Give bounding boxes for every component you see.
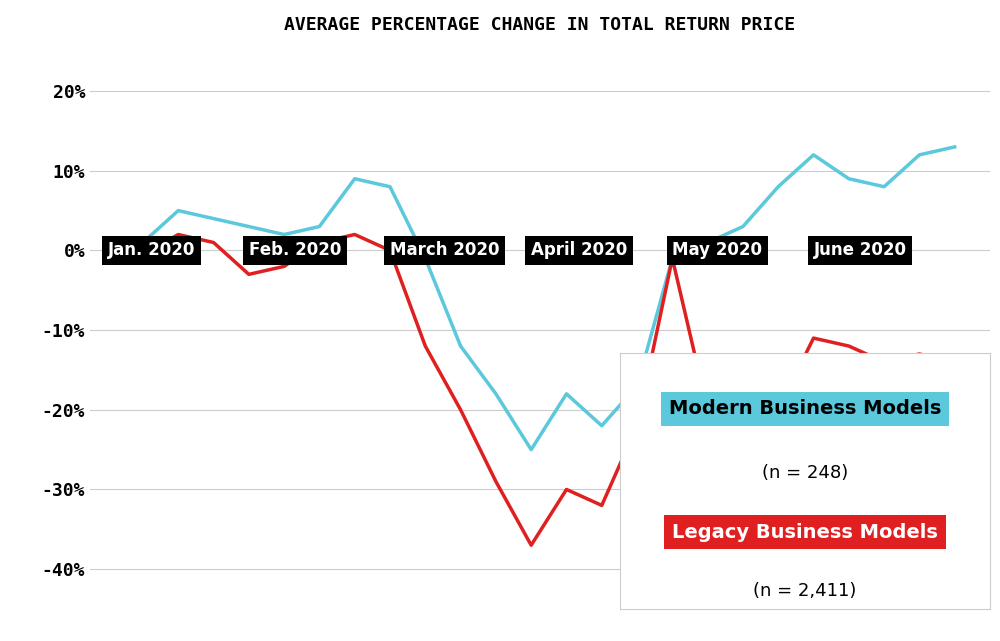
- Text: Modern Business Models: Modern Business Models: [669, 399, 941, 419]
- Text: Feb. 2020: Feb. 2020: [249, 242, 341, 260]
- Text: (n = 2,411): (n = 2,411): [753, 582, 857, 600]
- Text: June 2020: June 2020: [814, 242, 907, 260]
- Text: May 2020: May 2020: [672, 242, 762, 260]
- Text: Legacy Business Models: Legacy Business Models: [672, 522, 938, 542]
- Text: Jan. 2020: Jan. 2020: [108, 242, 195, 260]
- Text: April 2020: April 2020: [531, 242, 627, 260]
- Text: March 2020: March 2020: [390, 242, 500, 260]
- Title: AVERAGE PERCENTAGE CHANGE IN TOTAL RETURN PRICE: AVERAGE PERCENTAGE CHANGE IN TOTAL RETUR…: [284, 17, 796, 35]
- Text: (n = 248): (n = 248): [762, 464, 848, 482]
